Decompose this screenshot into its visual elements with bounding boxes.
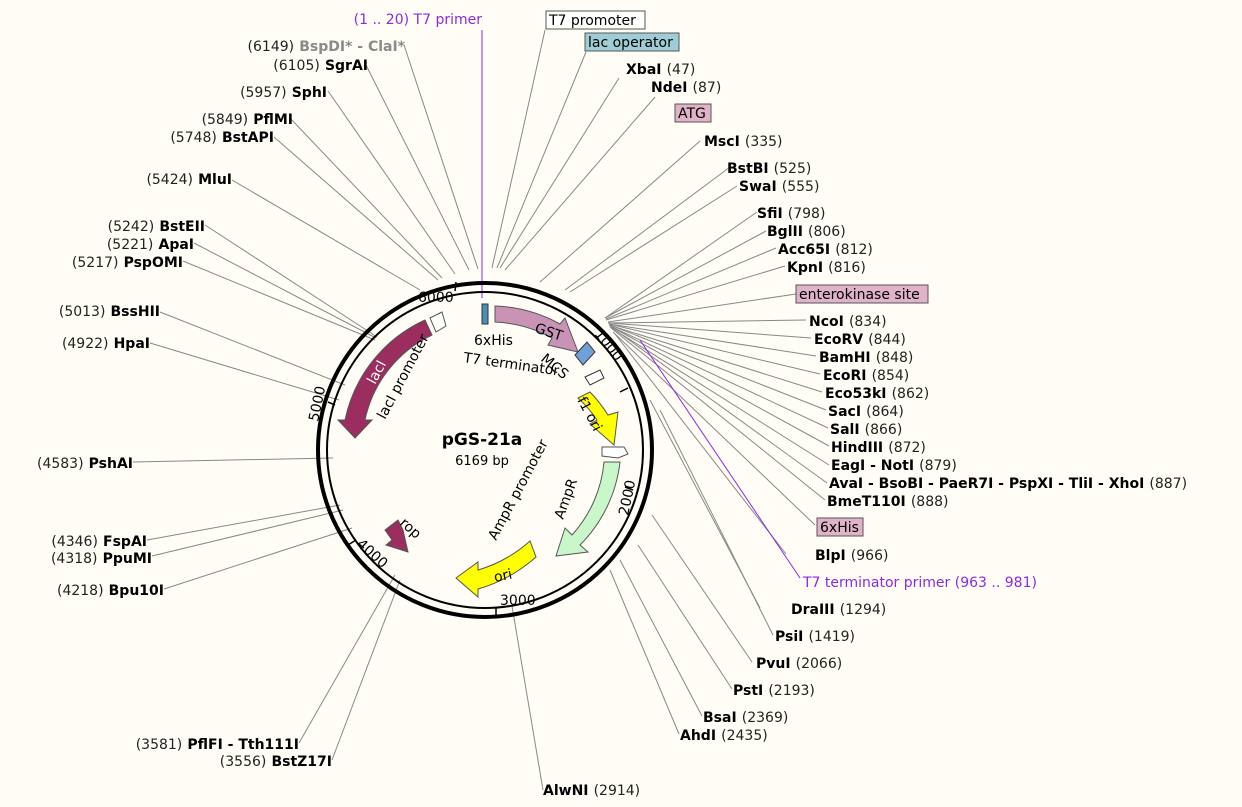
primer-lines xyxy=(481,30,801,579)
t7-promoter-box xyxy=(545,10,646,30)
t7-primer-label: (1 .. 20) T7 primer xyxy=(354,12,483,28)
tick-4000: 4000 xyxy=(353,536,390,572)
site-bstz17i: (3556) BstZ17I xyxy=(220,751,332,770)
site-bstapi: (5748) BstAPI xyxy=(170,127,274,146)
t7-terminator-mark xyxy=(584,369,605,386)
t7-terminator-primer-label: T7 terminator primer (963 .. 981) xyxy=(802,575,1037,591)
site-bstbi: BstBI (525) xyxy=(727,158,811,177)
site-ncoi: NcoI (834) xyxy=(809,311,887,330)
site-pflfi: (3581) PflFI - Tth111I xyxy=(136,734,299,753)
site-swai: SwaI (555) xyxy=(739,176,819,195)
site-bamhi: BamHI (848) xyxy=(819,347,913,366)
backbone-outer xyxy=(316,281,654,619)
ampr-label: AmpR xyxy=(552,476,581,521)
lac-operator-box xyxy=(584,32,680,52)
leader-lines xyxy=(132,29,830,791)
site-fspai: (4346) FspAI xyxy=(51,531,147,550)
t7-promoter-label: T7 promoter xyxy=(548,13,636,29)
plasmid-name: pGS-21a xyxy=(442,430,523,450)
site-hpai: (4922) HpaI xyxy=(62,333,150,352)
site-hindiii: HindIII (872) xyxy=(831,437,926,456)
f1-ori-arrow xyxy=(577,391,619,446)
site-sfii: SfiI (798) xyxy=(757,203,825,222)
his6-inner-label: 6xHis xyxy=(474,333,513,349)
his6-box-label: 6xHis xyxy=(820,520,859,536)
site-pshai: (4583) PshAI xyxy=(37,453,133,472)
ampr-promoter-label: AmpR promoter xyxy=(485,437,551,543)
site-blpi: BlpI (966) xyxy=(815,545,888,564)
site-sphi: (5957) SphI xyxy=(240,82,327,101)
site-pspomi: (5217) PspOMI xyxy=(72,252,183,271)
site-psti: PstI (2193) xyxy=(733,680,815,699)
tick-1000: 1000 xyxy=(591,327,626,365)
atg-label: ATG xyxy=(678,106,706,122)
site-kpni: KpnI (816) xyxy=(787,257,866,276)
enterokinase-box xyxy=(795,284,929,304)
site-bspdi-clai: (6149) BspDI* - ClaI* xyxy=(248,36,406,55)
tick-3000: 3000 xyxy=(500,593,536,609)
site-bmet110i: BmeT110I (888) xyxy=(827,491,949,510)
site-draiii: DraIII (1294) xyxy=(791,599,886,618)
site-bsai: BsaI (2369) xyxy=(703,707,788,726)
site-sgrai: (6105) SgrAI xyxy=(273,55,368,74)
site-eagi-noti: EagI - NotI (879) xyxy=(831,455,957,474)
site-acc65i: Acc65I (812) xyxy=(778,239,873,258)
site-bglii: BglII (806) xyxy=(767,221,846,240)
enterokinase-label: enterokinase site xyxy=(799,287,920,303)
site-pvui: PvuI (2066) xyxy=(756,653,842,672)
atg-box xyxy=(674,103,712,123)
site-ndei: NdeI (87) xyxy=(651,77,721,96)
laci-arrow xyxy=(336,319,433,439)
mcs-mark xyxy=(574,341,596,366)
site-bpu10i: (4218) Bpu10I xyxy=(57,580,164,599)
rop-arrow xyxy=(384,519,409,553)
site-psii: PsiI (1419) xyxy=(775,626,855,645)
tick-5000: 5000 xyxy=(306,385,329,423)
tick-2000: 2000 xyxy=(616,479,639,517)
site-alwni: AlwNI (2914) xyxy=(543,780,640,799)
site-ahdi: AhdI (2435) xyxy=(680,725,768,744)
ampr-promoter-mark xyxy=(601,446,629,459)
site-eco53ki: Eco53kI (862) xyxy=(825,383,929,402)
site-pflmi: (5849) PflMI xyxy=(202,109,293,128)
ori-label: ori xyxy=(493,566,514,585)
site-apai: (5221) ApaI xyxy=(107,234,194,253)
lac-operator-label: lac operator xyxy=(588,35,673,51)
site-mlui: (5424) MluI xyxy=(146,169,232,188)
site-avai-group: AvaI - BsoBI - PaeR7I - PspXI - TliI - X… xyxy=(829,473,1187,492)
site-ecorv: EcoRV (844) xyxy=(814,329,906,348)
site-ppumi: (4318) PpuMI xyxy=(51,548,152,567)
site-sali: SalI (866) xyxy=(830,419,902,438)
his6-box xyxy=(816,517,864,537)
site-bsshii: (5013) BssHII xyxy=(59,301,160,320)
his-mark xyxy=(481,303,489,325)
plasmid-length: 6169 bp xyxy=(455,454,509,469)
backbone-inner xyxy=(326,291,644,609)
site-saci: SacI (864) xyxy=(828,401,904,420)
tick-marks xyxy=(327,281,634,617)
ori-arrow xyxy=(455,540,537,599)
site-bsteii: (5242) BstEII xyxy=(108,216,205,235)
ampr-arrow xyxy=(555,461,621,557)
site-ecori: EcoRI (854) xyxy=(823,365,909,384)
tick-6000: 6000 xyxy=(418,290,454,306)
site-msci: MscI (335) xyxy=(704,131,783,150)
site-xbai: XbaI (47) xyxy=(626,59,695,78)
gst-arrow xyxy=(494,305,579,353)
laci-promoter-mark xyxy=(429,311,447,333)
